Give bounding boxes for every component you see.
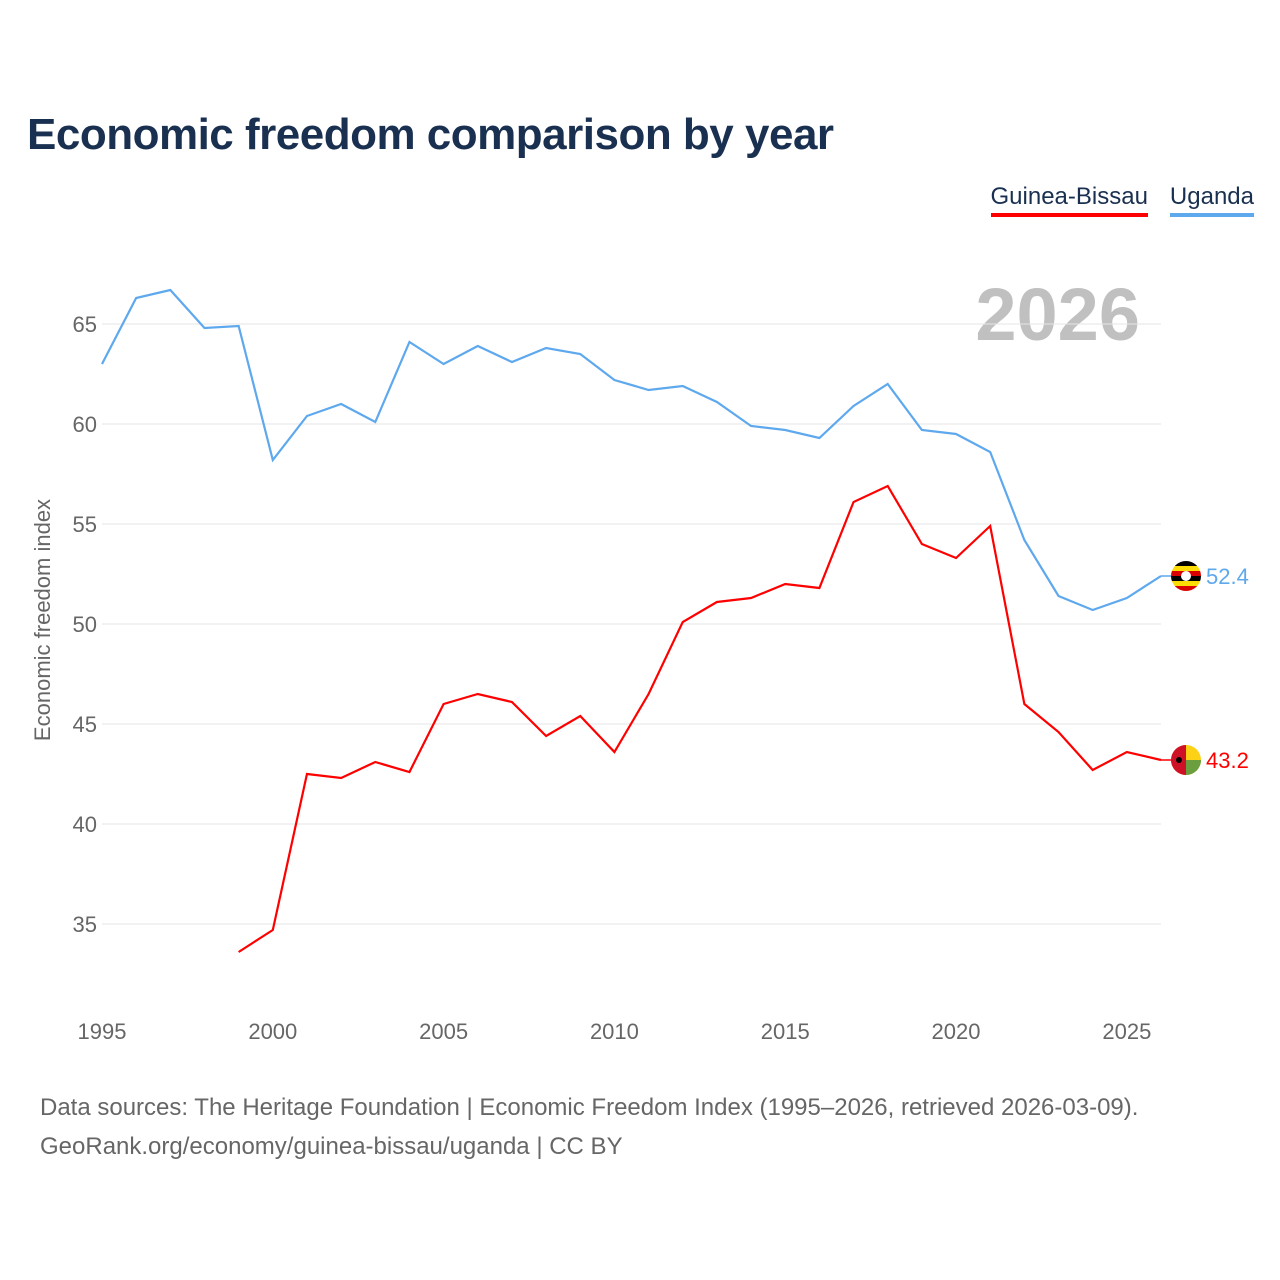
y-tick-label: 60 (73, 412, 97, 437)
series-line-uganda (101, 288, 1162, 612)
y-axis-label: Economic freedom index (30, 499, 55, 741)
end-value-label: 52.4 (1206, 564, 1249, 589)
x-tick-label: 2000 (248, 1019, 297, 1044)
footer: Data sources: The Heritage Foundation | … (40, 1088, 1138, 1166)
x-tick-label: 2010 (590, 1019, 639, 1044)
y-tick-label: 45 (73, 712, 97, 737)
x-tick-label: 2025 (1102, 1019, 1151, 1044)
y-tick-label: 65 (73, 312, 97, 337)
x-tick-label: 2015 (761, 1019, 810, 1044)
y-tick-label: 35 (73, 912, 97, 937)
end-value-label: 43.2 (1206, 748, 1249, 773)
y-tick-label: 50 (73, 612, 97, 637)
y-tick-label: 40 (73, 812, 97, 837)
legend-item-uganda[interactable]: Uganda (1169, 183, 1254, 217)
x-tick-label: 2020 (932, 1019, 981, 1044)
legend: Guinea-Bissau Uganda (990, 183, 1254, 217)
legend-item-guinea-bissau[interactable]: Guinea-Bissau (990, 183, 1148, 217)
footer-link[interactable]: GeoRank.org/economy/guinea-bissau/uganda… (40, 1133, 623, 1160)
x-tick-label: 1995 (78, 1019, 127, 1044)
footer-sources: Data sources: The Heritage Foundation | … (40, 1094, 1139, 1121)
y-tick-label: 55 (73, 512, 97, 537)
series-line-guinea-bissau (238, 484, 1162, 953)
chart-title: Economic freedom comparison by year (27, 110, 834, 159)
year-watermark: 2026 (975, 273, 1140, 356)
guinea-bissau-flag-icon (1171, 745, 1201, 775)
x-tick-label: 2005 (419, 1019, 468, 1044)
uganda-flag-icon (1171, 561, 1201, 591)
